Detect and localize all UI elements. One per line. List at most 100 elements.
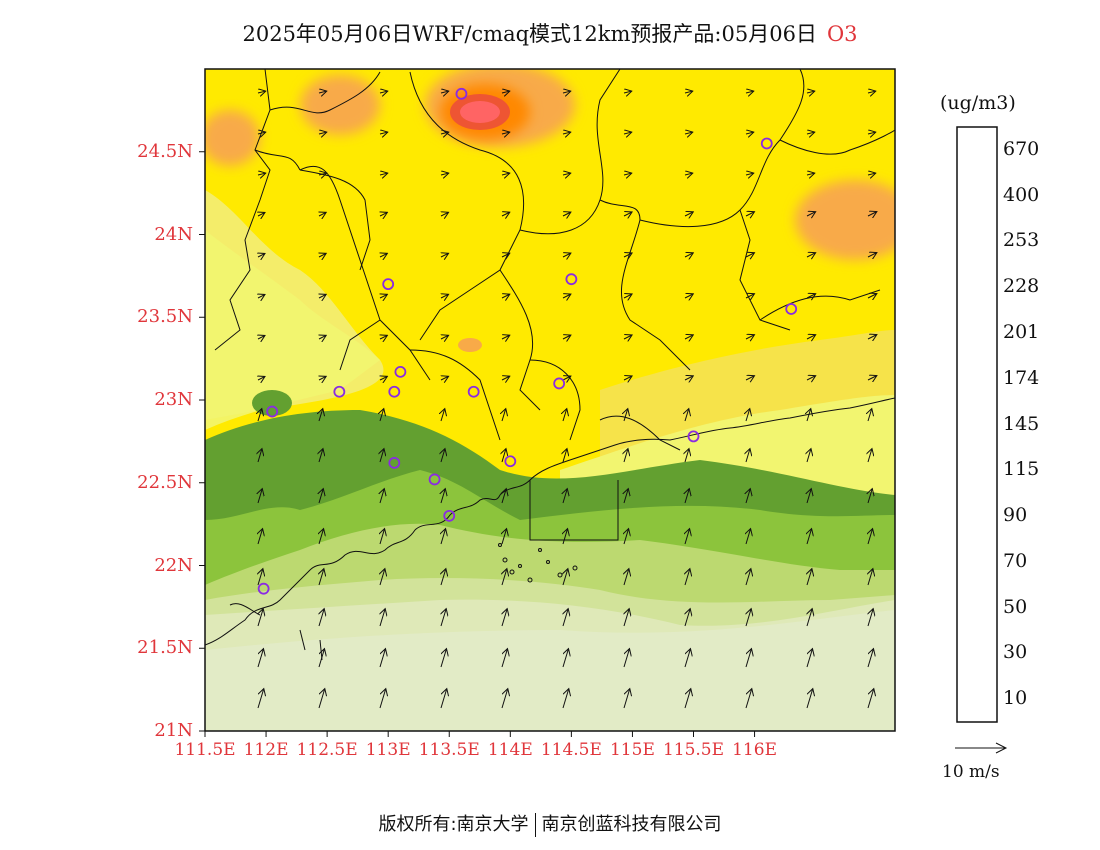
wind-arrow — [379, 173, 387, 175]
wind-arrow — [745, 294, 754, 298]
wind-arrow — [380, 213, 387, 216]
wind-arrow — [501, 650, 507, 668]
wind-arrow — [562, 336, 570, 340]
station-marker — [428, 473, 441, 486]
wind-arrow — [807, 570, 812, 586]
wind-arrow — [257, 173, 265, 175]
station-marker — [266, 405, 279, 418]
wind-arrow — [746, 570, 751, 586]
wind-arrow — [562, 377, 570, 381]
colorbar-label: 50 — [1003, 595, 1028, 618]
wind-arrow — [441, 295, 448, 298]
wind-arrow — [501, 91, 509, 93]
wind-arrow — [685, 610, 690, 627]
colorbar-label: 10 — [1003, 687, 1028, 710]
latitude-label: 23.5N — [137, 306, 193, 328]
wind-arrow — [745, 132, 753, 134]
wind-arrow — [502, 213, 509, 216]
copyright: 版权所有:南京大学 南京创蓝科技有限公司 — [0, 810, 1100, 837]
wind-arrow — [746, 490, 750, 504]
wind-arrow — [624, 610, 629, 627]
wind-arrow — [440, 91, 448, 93]
wind-arrow — [684, 294, 692, 298]
wind-arrow — [624, 450, 628, 463]
wind-arrow — [502, 530, 506, 545]
wind-arrow — [562, 173, 570, 175]
wind-arrow — [319, 410, 323, 422]
wind-arrow — [380, 377, 387, 380]
wind-arrow — [319, 336, 325, 339]
longitude-label: 115E — [609, 740, 655, 760]
latitude-label: 23N — [154, 389, 193, 410]
islands — [498, 543, 578, 583]
wind-arrow — [562, 690, 569, 709]
wind-arrow — [502, 610, 507, 627]
colorbar-label: 145 — [1003, 412, 1040, 435]
wind-arrow — [806, 650, 812, 668]
wind-arrow — [380, 490, 384, 504]
copyright-right: 南京创蓝科技有限公司 — [541, 814, 722, 835]
wind-arrow — [867, 173, 875, 175]
wind-arrow — [319, 570, 324, 586]
wind-arrow — [624, 410, 628, 422]
wind-arrow — [867, 212, 876, 216]
wind-arrow — [868, 490, 872, 504]
map-title: 2025年05月06日WRF/cmaq模式12km预报产品:05月06日 O3 — [0, 18, 1100, 48]
station-marker — [504, 455, 517, 468]
wind-arrow — [502, 450, 506, 463]
wind-arrow — [745, 212, 754, 216]
station-marker — [687, 430, 700, 443]
wind-arrow — [502, 570, 507, 586]
wind-arrow — [258, 377, 264, 380]
wind-arrow — [624, 570, 629, 586]
colorbar-label: 228 — [1003, 275, 1040, 298]
wind-arrow — [746, 410, 750, 422]
wind-arrow — [806, 335, 815, 339]
wind-arrow — [502, 410, 506, 422]
wind-arrow — [563, 490, 567, 504]
colorbar-frame — [956, 126, 998, 723]
wind-arrow — [806, 690, 813, 709]
wind-arrow — [745, 173, 753, 175]
wind-arrow — [379, 91, 387, 93]
station-marker — [333, 385, 346, 398]
wind-arrow — [807, 450, 811, 463]
copyright-divider — [534, 813, 536, 837]
wind-arrow — [684, 376, 692, 380]
wind-arrow — [318, 650, 324, 668]
longitude-label: 116E — [732, 740, 777, 760]
wind-arrow — [319, 213, 325, 216]
station-marker — [382, 278, 395, 291]
wind-arrow — [807, 610, 812, 627]
station-marker — [443, 509, 456, 522]
title-text: 2025年05月06日WRF/cmaq模式12km预报产品:05月06日 — [242, 22, 817, 46]
station-marker — [257, 582, 270, 595]
wind-arrow — [807, 530, 811, 545]
wind-arrow — [501, 132, 509, 134]
admin-boundaries — [214, 69, 895, 451]
wind-arrow — [623, 376, 631, 380]
station-marker — [394, 365, 407, 378]
wind-arrow — [318, 173, 326, 175]
wind-arrow — [257, 690, 264, 709]
colorbar-unit: (ug/m3) — [940, 92, 1016, 114]
wind-arrow — [563, 450, 567, 463]
station-markers — [257, 87, 798, 595]
wind-arrow — [745, 690, 752, 709]
wind-arrow — [319, 377, 325, 380]
wind-arrow — [623, 173, 631, 175]
wind-arrow — [685, 570, 690, 586]
wind-arrow — [441, 336, 448, 339]
wind-arrow — [257, 132, 265, 134]
wind-arrow — [562, 91, 570, 93]
pollutant-label: O3 — [826, 22, 858, 46]
wind-arrow — [623, 335, 631, 339]
wind-arrow — [440, 173, 448, 175]
wind-arrow — [684, 212, 692, 216]
station-marker — [388, 385, 401, 398]
wind-arrow — [440, 132, 448, 134]
wind-arrow — [441, 570, 446, 586]
wind-arrow — [563, 410, 567, 422]
colorbar-label: 30 — [1003, 641, 1028, 664]
